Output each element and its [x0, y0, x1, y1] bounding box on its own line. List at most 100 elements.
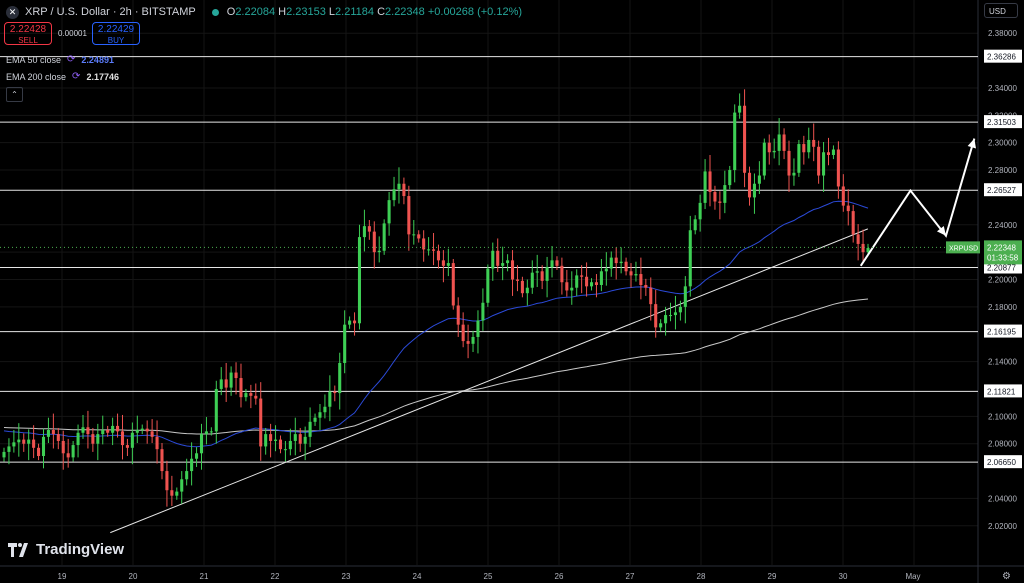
candle-body: [239, 378, 243, 398]
candle-body: [644, 284, 648, 288]
ema200-legend[interactable]: EMA 200 close ⟳ 2.17746: [6, 71, 119, 82]
candle-body: [130, 432, 134, 448]
candle-body: [313, 417, 317, 422]
candle-body: [392, 189, 396, 201]
candle-body: [772, 150, 776, 153]
candle-body: [367, 226, 371, 232]
countdown-label: 01:33:58: [987, 253, 1019, 262]
candle-body: [836, 149, 840, 187]
candle-body: [496, 250, 500, 266]
candle-body: [762, 142, 766, 176]
time-tick-label: 30: [839, 572, 848, 581]
candle-body: [46, 430, 50, 437]
candle-body: [120, 431, 125, 446]
candle-body: [787, 150, 791, 176]
price-tick-label: 2.34000: [988, 84, 1017, 93]
level-tag-label: 2.16195: [987, 328, 1016, 337]
candle-body: [249, 393, 253, 396]
candle-body: [145, 428, 149, 432]
candle-body: [195, 453, 199, 459]
candle-body: [698, 202, 702, 220]
candle-body: [288, 440, 292, 450]
candle-body: [619, 261, 623, 264]
candle-body: [308, 421, 312, 437]
candle-body: [214, 388, 218, 432]
sell-button[interactable]: 2.22428 SELL: [4, 22, 52, 45]
candle-body: [37, 447, 41, 457]
level-tag-label: 2.06650: [987, 458, 1016, 467]
chart-header: ✕ XRP / U.S. Dollar · 2h · BITSTAMP O2.2…: [6, 4, 522, 20]
candle-body: [165, 471, 169, 491]
price-tick-label: 2.20000: [988, 276, 1017, 285]
candle-body: [471, 336, 475, 344]
candle-body: [372, 231, 376, 253]
projection-path: [859, 138, 976, 267]
candle-body: [362, 226, 366, 238]
trendline-layer: [110, 228, 869, 534]
candle-body: [155, 436, 159, 450]
xrp-icon: ✕: [6, 5, 19, 19]
candle-body: [481, 302, 485, 321]
level-tag-label: 2.26527: [987, 186, 1016, 195]
candle-body: [654, 304, 658, 328]
candle-body: [851, 211, 855, 235]
candle-body: [515, 279, 519, 281]
candle-body: [254, 395, 258, 399]
candle-body: [170, 490, 174, 496]
last-price-tag: [984, 240, 1022, 265]
candle-body: [668, 315, 673, 317]
candle-body: [649, 287, 653, 305]
price-tick-label: 2.38000: [988, 29, 1017, 38]
candle-body: [125, 445, 129, 448]
projection-arrows: [859, 138, 976, 267]
level-tag-label: 2.20877: [987, 264, 1016, 273]
candle-body: [298, 434, 302, 444]
candle-body: [229, 372, 233, 388]
candle-body: [723, 185, 727, 203]
candle-body: [486, 268, 490, 303]
time-tick-label: 28: [697, 572, 706, 581]
candle-body: [150, 431, 154, 437]
candle-body: [204, 431, 208, 435]
gear-icon[interactable]: ⚙: [1002, 571, 1011, 582]
candle-body: [683, 286, 687, 307]
candle-body: [140, 428, 144, 431]
candle-body: [476, 320, 480, 337]
candle-body: [822, 152, 826, 176]
collapse-legend-button[interactable]: ⌃: [6, 87, 23, 102]
candle-body: [436, 250, 440, 261]
candle-body: [693, 219, 697, 231]
candle-body: [807, 139, 811, 153]
level-tag: [984, 49, 1022, 63]
time-tick-label: 27: [626, 572, 635, 581]
level-tag-label: 2.11821: [987, 387, 1016, 396]
candle-body: [614, 257, 618, 264]
buy-button[interactable]: 2.22429 BUY: [92, 22, 140, 45]
time-tick-label: 29: [768, 572, 777, 581]
candle-body: [348, 320, 352, 325]
price-tick-label: 2.04000: [988, 494, 1017, 503]
time-tick-label: 24: [413, 572, 422, 581]
candle-body: [664, 315, 668, 324]
level-tag: [984, 455, 1022, 469]
candle-body: [303, 436, 307, 444]
tradingview-logo-icon: [8, 542, 28, 557]
symbol-title[interactable]: XRP / U.S. Dollar · 2h · BITSTAMP: [25, 6, 196, 18]
candle-body: [91, 434, 95, 444]
candle-body: [802, 144, 806, 153]
ema50-legend[interactable]: EMA 50 close ⟳ 2.24891: [6, 54, 114, 65]
candle-body: [61, 440, 65, 454]
candle-body: [530, 272, 534, 288]
candle-body: [106, 430, 110, 433]
candle-body: [7, 446, 11, 452]
currency-button[interactable]: USD: [984, 3, 1018, 18]
level-tag: [984, 384, 1022, 398]
candle-body: [585, 276, 589, 287]
ohlc-readout: O2.22084 H2.23153 L2.21184 C2.22348 +0.0…: [226, 6, 523, 18]
candle-body: [466, 341, 470, 344]
candle-body: [135, 430, 139, 433]
candle-body: [826, 152, 831, 155]
time-axis[interactable]: 19 20 21 22 23 24 25 26 27 28 29 30 May: [58, 572, 921, 581]
candle-body: [22, 439, 26, 444]
